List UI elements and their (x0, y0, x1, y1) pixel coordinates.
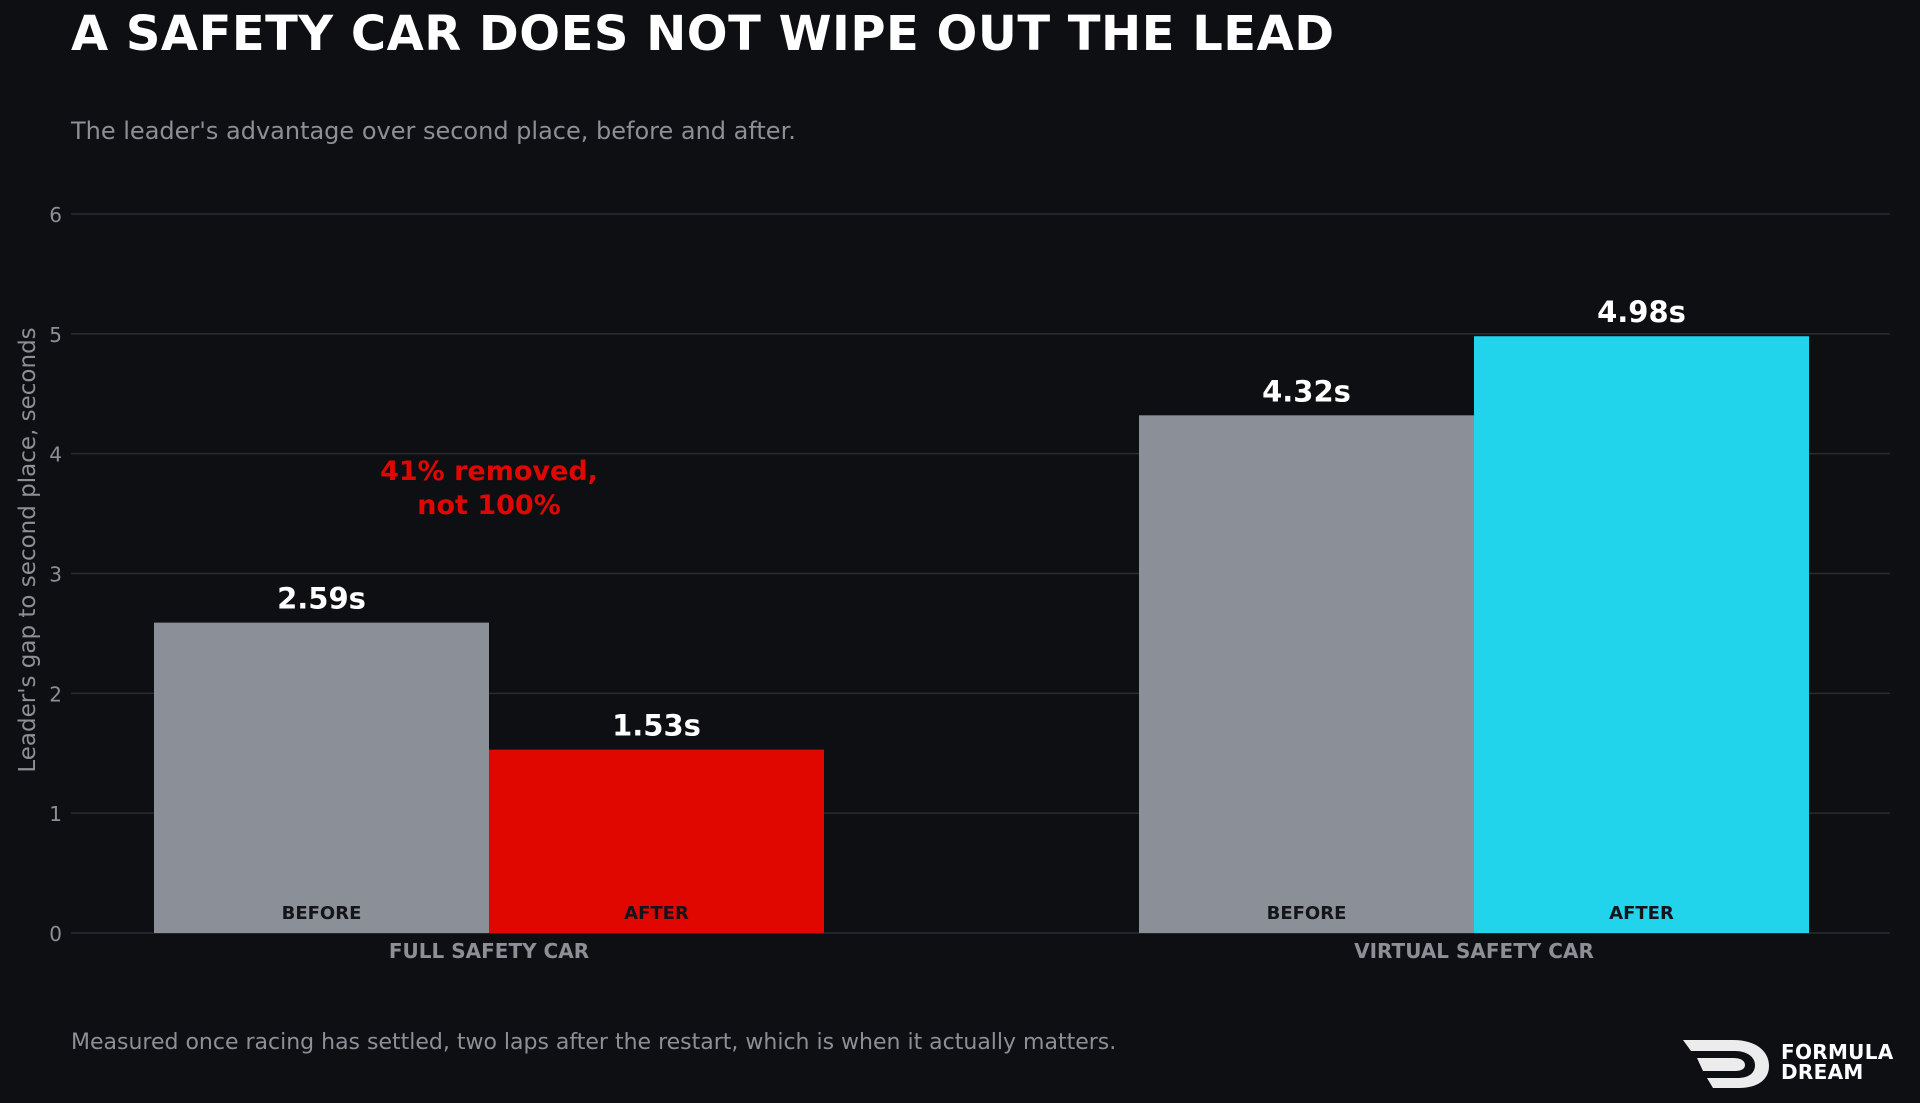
x-category-label: FULL SAFETY CAR (389, 939, 589, 963)
bar-inner-label: AFTER (624, 903, 689, 924)
y-tick-label: 1 (49, 802, 62, 826)
chart-title: A SAFETY CAR DOES NOT WIPE OUT THE LEAD (71, 6, 1335, 62)
annotation-line-1: 41% removed, (380, 456, 598, 487)
chart-subtitle: The leader's advantage over second place… (71, 117, 796, 145)
logo-text-line-1: FORMULA (1781, 1040, 1894, 1064)
y-tick-label: 5 (49, 323, 62, 347)
bar-inner-label: BEFORE (282, 903, 362, 924)
logo-mark-icon (1683, 1040, 1769, 1088)
x-category-label: VIRTUAL SAFETY CAR (1354, 939, 1594, 963)
annotation-line-2: not 100% (417, 490, 561, 521)
bar (489, 749, 824, 933)
bar-value-label: 1.53s (612, 709, 701, 743)
footnote: Measured once racing has settled, two la… (71, 1030, 1117, 1055)
annotation: 41% removed, not 100% (380, 456, 598, 521)
y-axis-label: Leader's gap to second place, seconds (15, 327, 41, 772)
y-tick-label: 4 (49, 443, 62, 467)
y-tick-label: 2 (49, 682, 62, 706)
bar-value-label: 4.32s (1262, 374, 1351, 408)
y-tick-label: 3 (49, 563, 62, 587)
bar-value-label: 4.98s (1597, 295, 1686, 329)
bar-inner-label: BEFORE (1267, 903, 1347, 924)
bar (1139, 415, 1474, 933)
bar (1474, 336, 1809, 934)
y-tick-label: 6 (49, 203, 62, 227)
bar-value-label: 2.59s (277, 582, 366, 616)
bars (154, 336, 1809, 934)
formula-dream-logo: FORMULA DREAM (1683, 1036, 1913, 1090)
y-tick-label: 0 (49, 922, 62, 946)
logo-text-line-2: DREAM (1781, 1060, 1864, 1084)
bar-inner-label: AFTER (1609, 903, 1674, 924)
bar (154, 622, 489, 933)
labels: 0 1 2 3 4 5 6 2.59s BEFORE 1.53s AFTER FULL SAFETY … (49, 203, 1686, 963)
logo-wordmark: FORMULA DREAM (1781, 1042, 1894, 1082)
